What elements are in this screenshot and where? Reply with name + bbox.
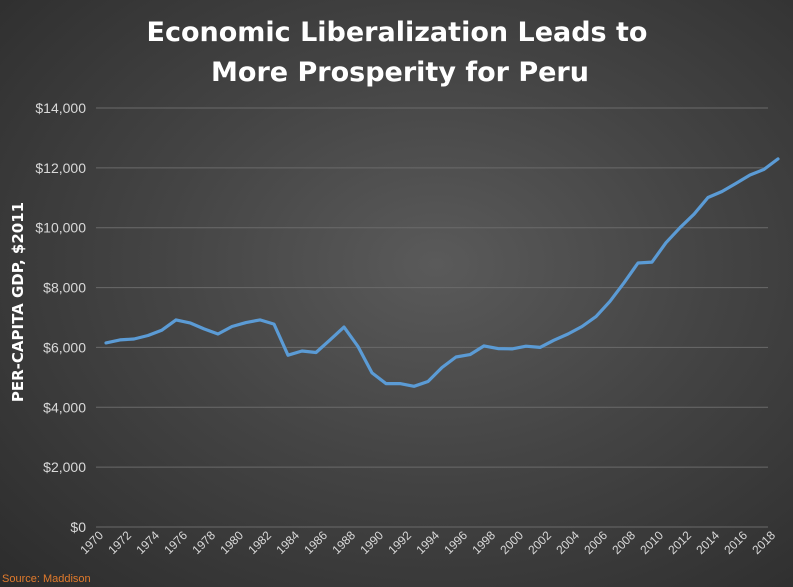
- x-tick-label: 1994: [413, 528, 442, 557]
- x-tick-label: 1986: [301, 528, 330, 557]
- x-tick-label: 1996: [441, 528, 470, 557]
- data-point: [538, 346, 542, 349]
- data-point: [748, 173, 752, 177]
- x-tick-label: 1976: [161, 528, 190, 557]
- data-point: [650, 260, 654, 264]
- y-tick-label: $2,000: [43, 459, 86, 475]
- data-point: [356, 345, 360, 348]
- data-point: [188, 321, 192, 325]
- data-point: [370, 371, 374, 375]
- chart-title-line-1: Economic Liberalization Leads to: [147, 17, 648, 48]
- x-tick-label: 2010: [637, 528, 666, 557]
- data-point: [678, 226, 682, 229]
- data-point: [314, 351, 318, 354]
- x-tick-label: 1988: [329, 528, 358, 557]
- x-tick-label: 1980: [217, 528, 246, 557]
- y-axis-tick-labels: $0 $2,000 $4,000 $6,000 $8,000 $10,000 $12,000…: [35, 100, 86, 535]
- data-point: [216, 332, 220, 336]
- x-tick-label: 1992: [385, 528, 414, 557]
- data-point: [426, 380, 430, 383]
- y-axis-label: PER-CAPITA GDP, $2011: [9, 202, 27, 402]
- data-point: [566, 332, 570, 336]
- data-point: [552, 339, 556, 342]
- x-tick-label: 1990: [357, 528, 386, 557]
- gridlines: [96, 107, 768, 528]
- x-tick-label: 1982: [245, 528, 274, 557]
- data-point: [482, 344, 486, 348]
- data-point: [342, 325, 346, 329]
- x-tick-label: 2016: [721, 528, 750, 557]
- data-point: [720, 190, 724, 193]
- y-tick-label: $10,000: [35, 220, 86, 236]
- data-point: [762, 168, 766, 171]
- series-line: [104, 157, 780, 388]
- data-point: [412, 385, 416, 388]
- data-point: [636, 261, 640, 265]
- data-point: [524, 345, 528, 348]
- data-point: [286, 354, 290, 357]
- data-point: [454, 355, 458, 359]
- source-note: Source: Maddison: [2, 573, 91, 585]
- data-point: [398, 382, 402, 385]
- y-tick-label: $12,000: [35, 160, 86, 176]
- y-tick-label: $4,000: [43, 399, 86, 415]
- data-point: [734, 182, 738, 185]
- y-tick-label: $14,000: [35, 100, 86, 116]
- x-tick-label: 2000: [497, 528, 526, 557]
- x-tick-label: 2008: [609, 528, 638, 557]
- y-tick-label: $8,000: [43, 280, 86, 296]
- data-point: [202, 327, 206, 331]
- data-point: [160, 328, 164, 332]
- data-point: [118, 338, 122, 342]
- x-tick-label: 1998: [469, 528, 498, 557]
- data-point: [692, 213, 696, 216]
- data-point: [496, 347, 500, 350]
- x-tick-label: 2014: [693, 528, 722, 557]
- y-tick-label: $6,000: [43, 339, 86, 355]
- data-point: [622, 281, 626, 284]
- data-point: [300, 349, 304, 353]
- x-tick-label: 1978: [189, 528, 218, 557]
- data-point: [104, 341, 108, 345]
- x-tick-label: 1984: [273, 528, 302, 557]
- y-tick-label: $0: [70, 519, 86, 535]
- x-tick-label: 1974: [133, 528, 162, 557]
- data-point: [258, 318, 262, 322]
- data-point: [384, 382, 388, 385]
- x-tick-label: 2006: [581, 528, 610, 557]
- data-point: [706, 196, 710, 199]
- data-point: [174, 318, 178, 322]
- data-point: [468, 353, 472, 356]
- data-point: [608, 300, 612, 303]
- x-tick-label: 1972: [105, 528, 134, 557]
- data-point: [132, 337, 136, 341]
- series-group: [104, 157, 780, 388]
- data-point: [664, 241, 668, 244]
- x-tick-label: 2018: [749, 528, 778, 557]
- data-point: [328, 338, 332, 342]
- data-point: [146, 334, 150, 337]
- data-point: [594, 315, 598, 318]
- x-tick-label: 2012: [665, 528, 694, 557]
- x-axis-tick-labels: 1970 1972 1974 1976 1978 1980 1982 1984 1986 1988…: [77, 528, 778, 557]
- data-point: [272, 322, 276, 326]
- data-point: [580, 325, 584, 328]
- chart-title-line-2: More Prosperity for Peru: [211, 57, 589, 88]
- x-tick-label: 2002: [525, 528, 554, 557]
- data-point: [510, 347, 514, 351]
- data-point: [244, 321, 248, 324]
- data-point: [440, 366, 444, 369]
- data-point: [776, 157, 780, 161]
- x-tick-label: 2004: [553, 528, 582, 557]
- data-point: [230, 325, 234, 328]
